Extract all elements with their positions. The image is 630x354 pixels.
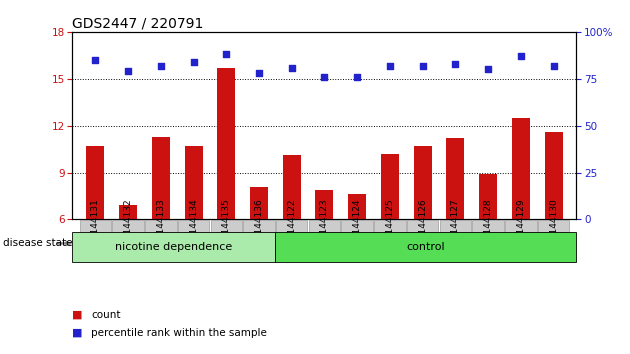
FancyBboxPatch shape xyxy=(407,219,438,232)
Bar xyxy=(217,68,235,313)
Point xyxy=(156,63,166,68)
Text: GSM144133: GSM144133 xyxy=(156,198,165,253)
Point xyxy=(90,57,100,63)
Text: GSM144128: GSM144128 xyxy=(484,198,493,253)
Point xyxy=(549,63,559,68)
FancyBboxPatch shape xyxy=(178,219,209,232)
Text: GSM144123: GSM144123 xyxy=(320,198,329,253)
Text: GSM144124: GSM144124 xyxy=(353,199,362,253)
Bar xyxy=(283,155,301,313)
Point xyxy=(516,53,526,59)
Point xyxy=(221,52,231,57)
Bar xyxy=(348,194,366,313)
Text: ■: ■ xyxy=(72,328,83,338)
Bar xyxy=(381,154,399,313)
Text: GSM144132: GSM144132 xyxy=(123,198,132,253)
Text: GSM144125: GSM144125 xyxy=(386,198,394,253)
FancyBboxPatch shape xyxy=(472,219,504,232)
Text: GSM144129: GSM144129 xyxy=(517,198,525,253)
Bar xyxy=(316,190,333,313)
Point xyxy=(352,74,362,80)
Text: GSM144130: GSM144130 xyxy=(549,198,558,253)
Text: GSM144122: GSM144122 xyxy=(287,199,296,253)
Point xyxy=(123,68,133,74)
Bar xyxy=(479,174,497,313)
Text: disease state: disease state xyxy=(3,238,72,249)
Text: percentile rank within the sample: percentile rank within the sample xyxy=(91,328,267,338)
FancyBboxPatch shape xyxy=(145,219,176,232)
FancyBboxPatch shape xyxy=(440,219,471,232)
Bar xyxy=(185,146,202,313)
Bar xyxy=(152,137,170,313)
Point xyxy=(319,74,329,80)
Point xyxy=(254,70,264,76)
FancyBboxPatch shape xyxy=(243,219,275,232)
Point xyxy=(287,65,297,70)
Text: count: count xyxy=(91,310,121,320)
FancyBboxPatch shape xyxy=(112,219,144,232)
Text: GSM144131: GSM144131 xyxy=(91,198,100,253)
Point xyxy=(188,59,198,65)
Point xyxy=(483,67,493,72)
FancyBboxPatch shape xyxy=(505,219,537,232)
Bar xyxy=(250,187,268,313)
Text: GSM144134: GSM144134 xyxy=(189,198,198,253)
FancyBboxPatch shape xyxy=(79,219,111,232)
FancyBboxPatch shape xyxy=(275,232,576,262)
Text: GDS2447 / 220791: GDS2447 / 220791 xyxy=(72,17,204,31)
Text: GSM144135: GSM144135 xyxy=(222,198,231,253)
FancyBboxPatch shape xyxy=(309,219,340,232)
FancyBboxPatch shape xyxy=(538,219,570,232)
Bar xyxy=(512,118,530,313)
Text: GSM144136: GSM144136 xyxy=(255,198,263,253)
FancyBboxPatch shape xyxy=(374,219,406,232)
Bar xyxy=(544,132,563,313)
FancyBboxPatch shape xyxy=(341,219,373,232)
Text: ■: ■ xyxy=(72,310,83,320)
FancyBboxPatch shape xyxy=(276,219,307,232)
Bar xyxy=(86,146,105,313)
Point xyxy=(418,63,428,68)
Text: GSM144127: GSM144127 xyxy=(451,198,460,253)
Text: GSM144126: GSM144126 xyxy=(418,198,427,253)
Bar xyxy=(119,205,137,313)
Bar xyxy=(414,146,432,313)
FancyBboxPatch shape xyxy=(72,232,275,262)
Text: nicotine dependence: nicotine dependence xyxy=(115,242,232,252)
Point xyxy=(385,63,395,68)
FancyBboxPatch shape xyxy=(210,219,242,232)
Text: control: control xyxy=(406,242,445,252)
Point xyxy=(450,61,461,67)
Bar xyxy=(447,138,464,313)
